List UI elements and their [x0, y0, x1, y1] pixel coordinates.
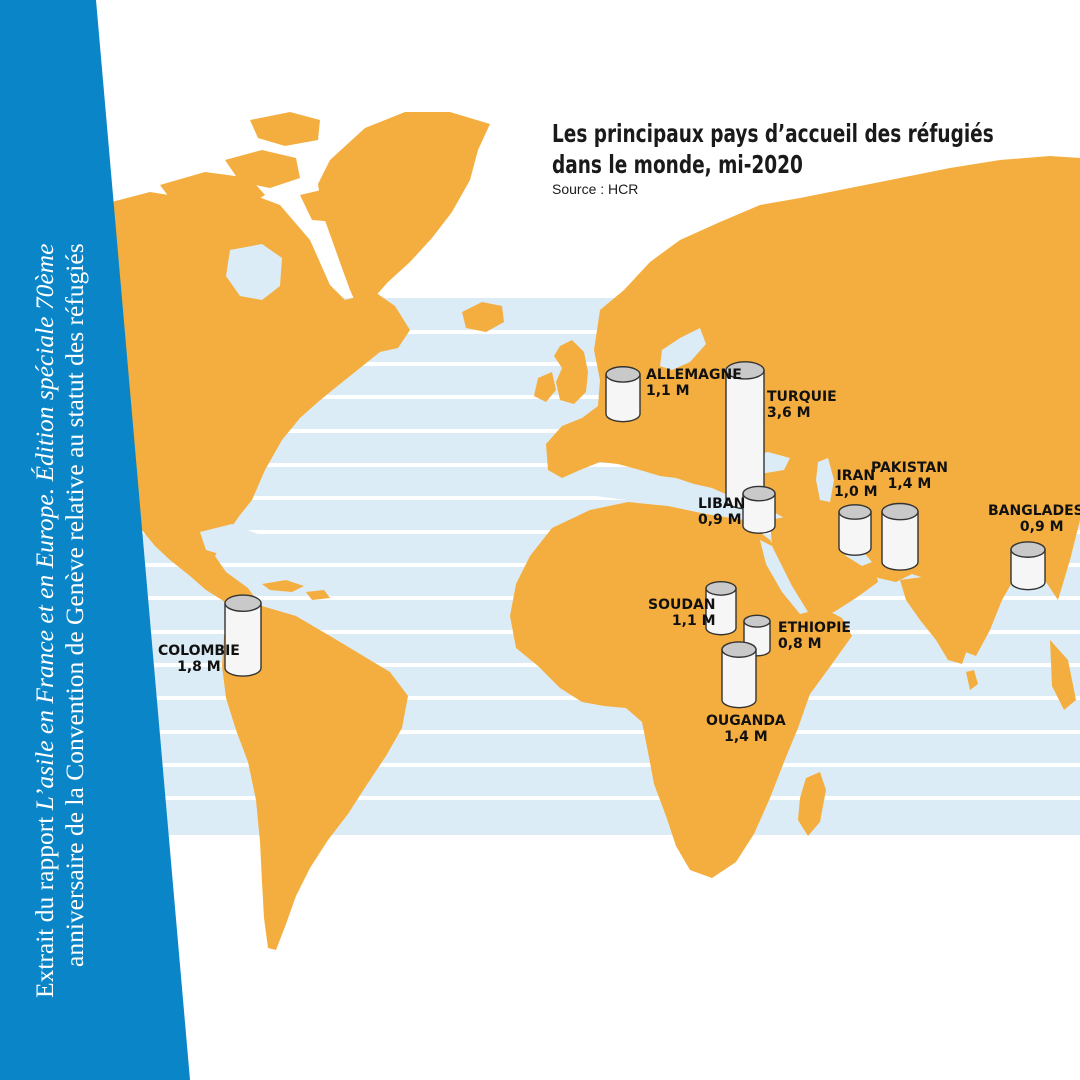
cylinder-top-ouganda: [721, 641, 757, 658]
cylinder-top-liban: [742, 485, 776, 502]
map-title-line-2: dans le monde, mi-2020: [552, 150, 803, 179]
cylinder-body-pakistan: [881, 510, 919, 571]
north-america: [98, 190, 410, 620]
africa: [510, 502, 852, 878]
cylinder-body-soudan: [705, 587, 737, 636]
ireland: [534, 372, 556, 402]
cylinder-top-colombie: [224, 594, 262, 613]
label-bangladesh: BANGLADESH0,9 M: [988, 503, 1080, 535]
cylinder-top-pakistan: [881, 502, 919, 521]
cylinder-body-allemagne: [605, 373, 641, 423]
label-ouganda: OUGANDA 1,4 M: [706, 713, 786, 745]
source-label: Source : HCR: [552, 181, 639, 197]
label-liban: LIBAN 0,9 M: [698, 496, 746, 528]
south-america: [222, 606, 408, 950]
greenland: [318, 112, 490, 308]
cylinder-turquie: [725, 361, 765, 510]
map-title-block: Les principaux pays d’accueil des réfugi…: [552, 118, 1080, 197]
cylinder-top-bangladesh: [1010, 541, 1046, 558]
cylinder-top-turquie: [725, 361, 765, 380]
cylinder-top-ethiopie: [743, 614, 771, 628]
label-allemagne: ALLEMAGNE 1,1 M: [646, 367, 742, 399]
ribbon-band: [0, 0, 190, 1080]
label-soudan: SOUDAN 1,1 M: [648, 597, 716, 629]
caspian-sea: [816, 458, 834, 502]
refugee-cylinders: [224, 361, 1046, 709]
cylinder-top-soudan: [705, 580, 737, 596]
mediterranean-sea: [584, 470, 740, 510]
cylinder-soudan: [705, 580, 737, 636]
cylinder-top-allemagne: [605, 366, 641, 383]
label-iran: IRAN 1,0 M: [834, 468, 878, 500]
cylinder-body-ouganda: [721, 648, 757, 709]
label-ethiopie: ETHIOPIE 0,8 M: [778, 620, 851, 652]
cylinder-ouganda: [721, 641, 757, 709]
cylinder-colombie: [224, 594, 262, 677]
cylinder-top-iran: [838, 504, 872, 520]
iceland: [462, 302, 504, 332]
cylinder-iran: [838, 504, 872, 556]
cylinder-liban: [742, 485, 776, 534]
label-pakistan: PAKISTAN 1,4 M: [871, 460, 948, 492]
arctic-islands: [160, 172, 265, 212]
cylinder-body-colombie: [224, 602, 262, 677]
gulf-of-mexico: [200, 524, 258, 556]
land-masses: [98, 112, 1080, 950]
great-britain: [554, 340, 588, 404]
madagascar: [798, 772, 826, 836]
ribbon-caption-line-2: anniversaire de la Convention de Genève …: [60, 243, 89, 967]
label-colombie: COLOMBIE 1,8 M: [158, 643, 240, 675]
map-title-line-1: Les principaux pays d’accueil des réfugi…: [552, 119, 994, 148]
india: [900, 576, 972, 664]
label-turquie: TURQUIE 3,6 M: [767, 389, 837, 421]
ribbon-caption-line-1: Extrait du rapport L’asile en France et …: [30, 243, 59, 998]
baltic-sea: [660, 328, 706, 370]
cylinder-body-bangladesh: [1010, 548, 1046, 591]
cylinder-allemagne: [605, 366, 641, 423]
hudson-bay: [226, 244, 282, 300]
cylinder-body-liban: [742, 492, 776, 534]
cylinder-bangladesh: [1010, 541, 1046, 591]
cylinder-body-iran: [838, 511, 872, 556]
cylinder-pakistan: [881, 502, 919, 571]
scandinavia: [630, 240, 730, 356]
red-sea: [760, 540, 808, 614]
